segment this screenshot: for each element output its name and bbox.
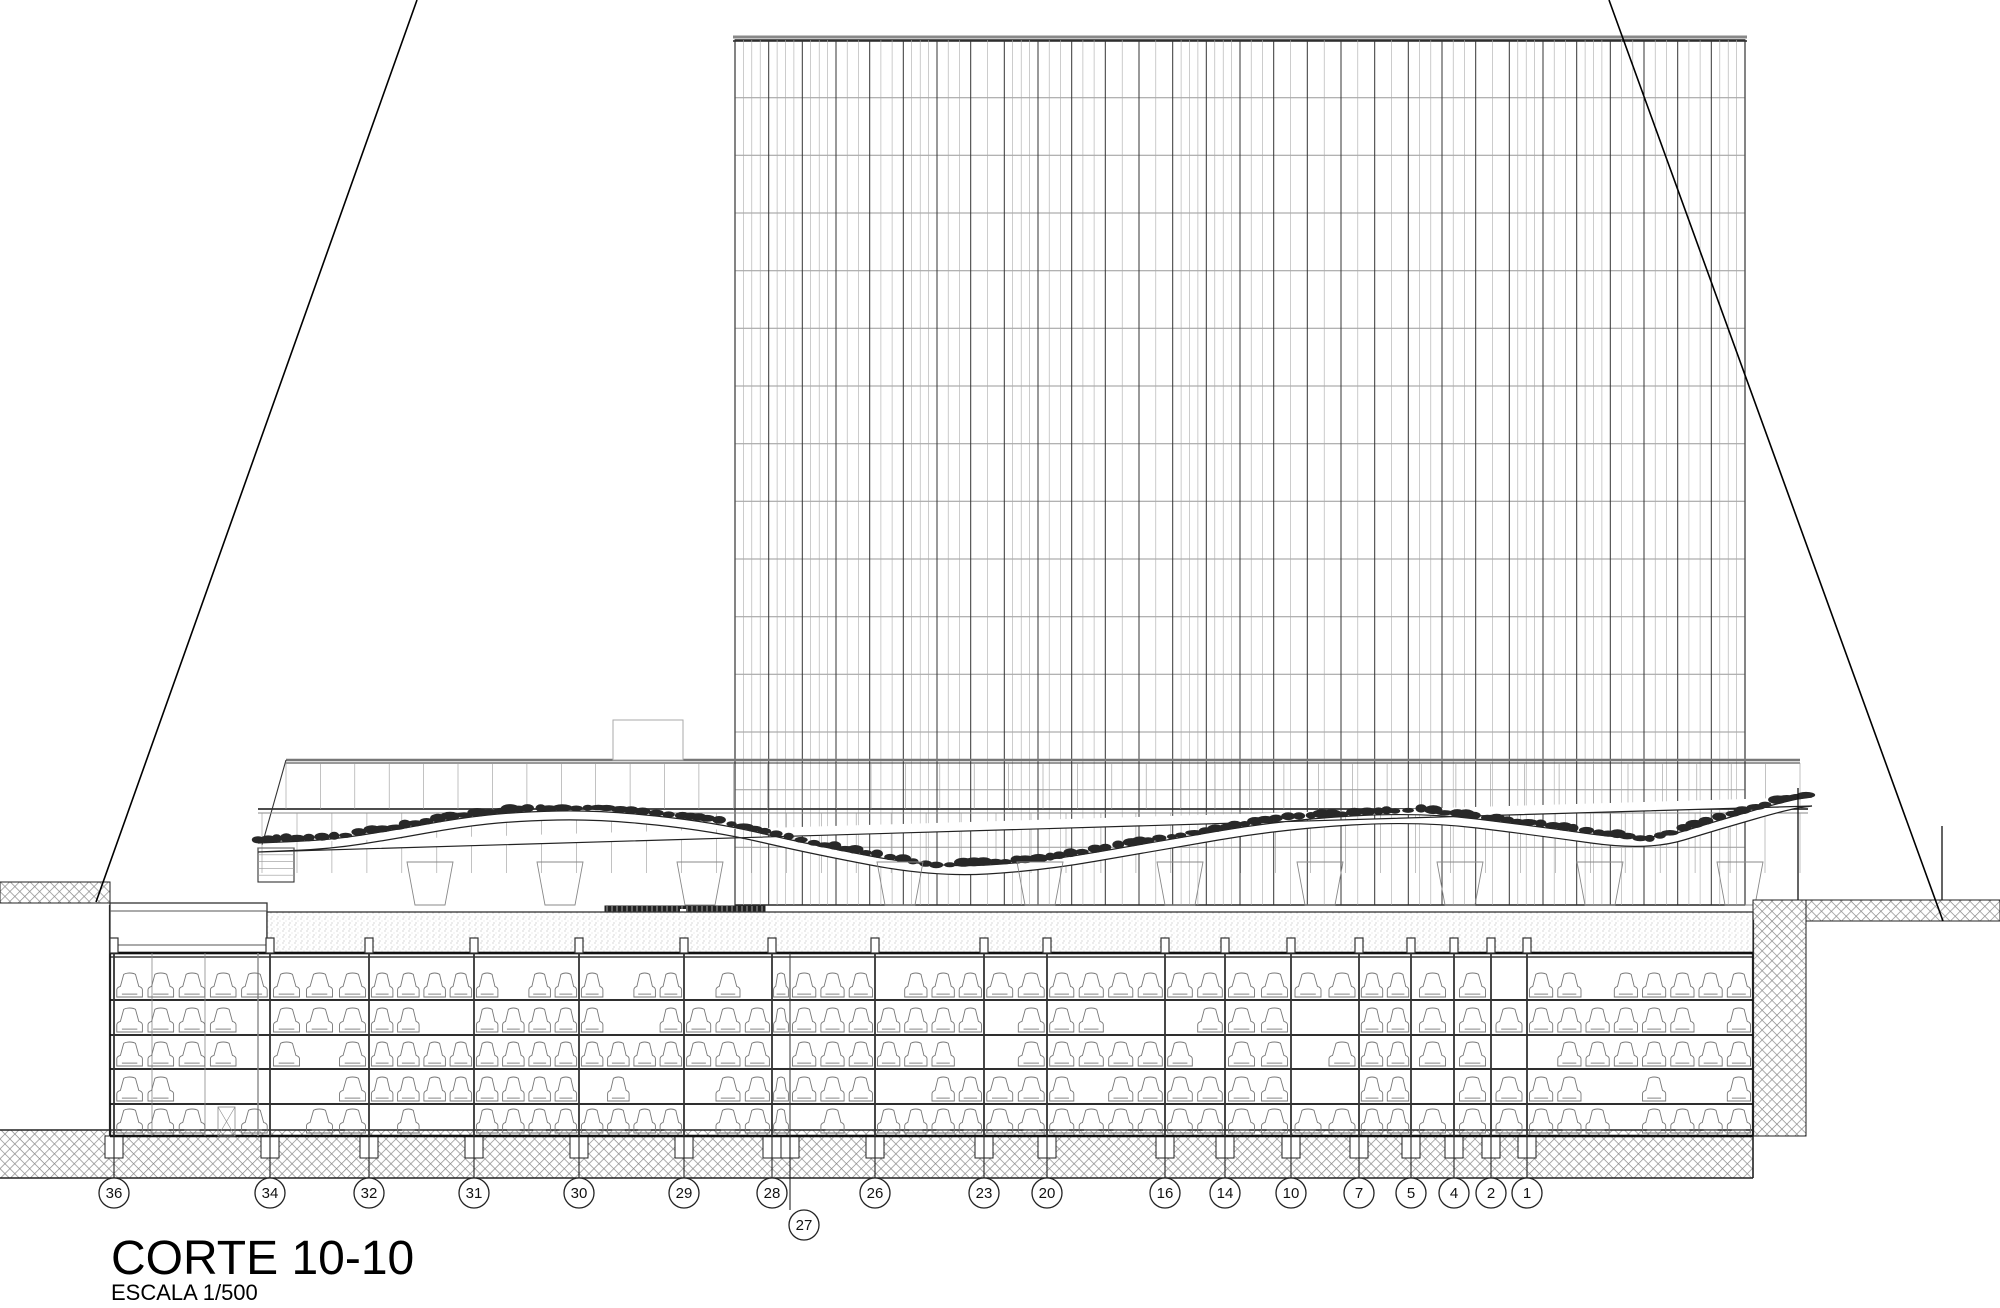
svg-text:2: 2 bbox=[1487, 1185, 1495, 1202]
svg-text:32: 32 bbox=[361, 1185, 378, 1202]
svg-text:36: 36 bbox=[106, 1185, 123, 1202]
svg-text:29: 29 bbox=[676, 1185, 693, 1202]
svg-text:23: 23 bbox=[976, 1185, 993, 1202]
svg-text:27: 27 bbox=[796, 1217, 813, 1234]
svg-text:4: 4 bbox=[1450, 1185, 1458, 1202]
svg-text:ESCALA 1/500: ESCALA 1/500 bbox=[111, 1280, 258, 1305]
svg-text:5: 5 bbox=[1407, 1185, 1415, 1202]
svg-text:20: 20 bbox=[1039, 1185, 1056, 1202]
svg-text:7: 7 bbox=[1355, 1185, 1363, 1202]
svg-text:26: 26 bbox=[867, 1185, 884, 1202]
svg-text:10: 10 bbox=[1283, 1185, 1300, 1202]
svg-text:28: 28 bbox=[764, 1185, 781, 1202]
svg-text:30: 30 bbox=[571, 1185, 588, 1202]
svg-text:31: 31 bbox=[466, 1185, 483, 1202]
svg-text:16: 16 bbox=[1157, 1185, 1174, 1202]
svg-text:14: 14 bbox=[1217, 1185, 1234, 1202]
svg-text:34: 34 bbox=[262, 1185, 279, 1202]
svg-text:CORTE 10-10: CORTE 10-10 bbox=[111, 1232, 414, 1285]
svg-text:1: 1 bbox=[1523, 1185, 1531, 1202]
